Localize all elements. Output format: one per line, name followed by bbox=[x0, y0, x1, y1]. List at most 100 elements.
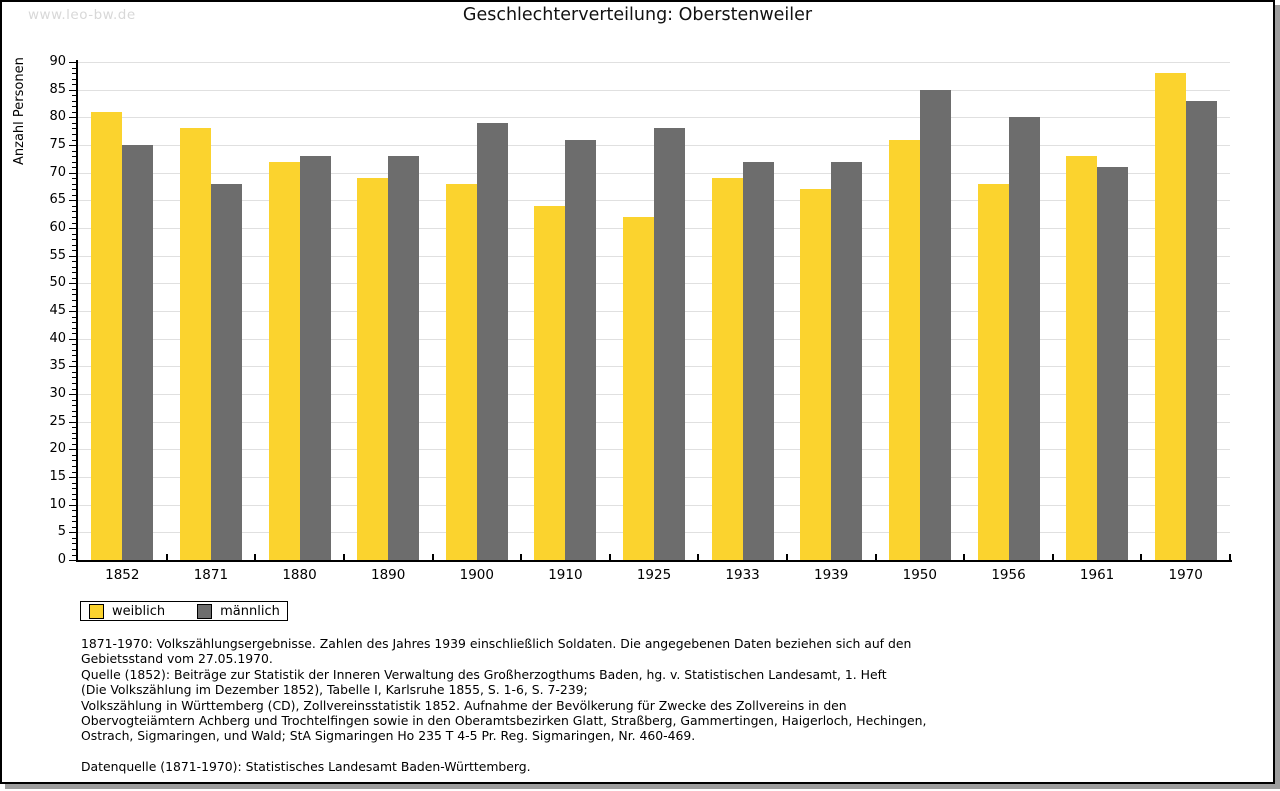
y-tick-label-5: 5 bbox=[57, 524, 66, 540]
footnote-line: Gebietsstand vom 27.05.1970. bbox=[81, 651, 273, 667]
y-tick-48 bbox=[72, 294, 78, 296]
x-boundary-tick-10 bbox=[963, 554, 966, 560]
bar-männlich-1961 bbox=[1097, 167, 1129, 560]
x-tick-label-1925: 1925 bbox=[636, 567, 672, 583]
y-tick-85 bbox=[69, 89, 78, 91]
y-tick-60 bbox=[69, 228, 78, 229]
y-tick-label-35: 35 bbox=[49, 358, 66, 374]
bar-männlich-1890 bbox=[388, 156, 420, 560]
y-tick-label-25: 25 bbox=[49, 413, 66, 429]
x-tick-label-1961: 1961 bbox=[1079, 567, 1115, 583]
y-tick-57 bbox=[72, 244, 78, 246]
bar-weiblich-1925 bbox=[623, 216, 654, 560]
y-tick-41 bbox=[72, 333, 78, 335]
bar-männlich-1871 bbox=[210, 183, 242, 560]
bar-weiblich-1890 bbox=[357, 178, 389, 560]
y-tick-6 bbox=[72, 526, 78, 528]
bar-weiblich-1939 bbox=[800, 189, 832, 560]
legend: weiblich männlich bbox=[80, 601, 288, 621]
y-tick-30 bbox=[69, 394, 78, 395]
y-tick-71 bbox=[72, 167, 78, 169]
y-tick-72 bbox=[72, 161, 78, 163]
y-tick-12 bbox=[72, 493, 78, 495]
y-tick-1 bbox=[72, 554, 78, 556]
footnotes: 1871-1970: Volkszählungsergebnisse. Zahl… bbox=[81, 636, 926, 774]
y-tick-label-15: 15 bbox=[49, 469, 66, 484]
x-tick-label-1852: 1852 bbox=[105, 567, 140, 583]
bar-weiblich-1933 bbox=[711, 178, 743, 560]
y-tick-label-55: 55 bbox=[49, 247, 66, 263]
y-tick-62 bbox=[72, 216, 78, 218]
y-tick-37 bbox=[72, 355, 78, 357]
y-tick-78 bbox=[72, 128, 78, 130]
y-tick-45 bbox=[69, 311, 78, 312]
bar-männlich-1956 bbox=[1008, 117, 1040, 560]
footnote-datasource: Datenquelle (1871-1970): Statistisches L… bbox=[81, 758, 531, 774]
bar-weiblich-1871 bbox=[179, 128, 211, 560]
y-tick-13 bbox=[72, 488, 78, 490]
y-tick-55 bbox=[69, 255, 78, 257]
y-tick-51 bbox=[72, 277, 78, 279]
y-tick-56 bbox=[72, 250, 78, 252]
y-tick-32 bbox=[72, 382, 78, 384]
bar-weiblich-1950 bbox=[888, 139, 920, 560]
y-tick-33 bbox=[72, 377, 78, 379]
y-tick-79 bbox=[72, 122, 78, 124]
bar-männlich-1950 bbox=[919, 89, 951, 560]
y-tick-84 bbox=[72, 95, 78, 97]
y-tick-90 bbox=[69, 62, 78, 63]
gridline-85 bbox=[78, 89, 1230, 91]
bar-weiblich-1970 bbox=[1154, 73, 1186, 560]
bar-weiblich-1910 bbox=[534, 205, 566, 560]
x-tick-label-1956: 1956 bbox=[991, 567, 1026, 583]
y-tick-4 bbox=[72, 537, 78, 539]
x-tick-label-1939: 1939 bbox=[814, 567, 849, 583]
y-tick-3 bbox=[72, 543, 78, 545]
x-boundary-tick-13 bbox=[1229, 554, 1231, 560]
y-tick-15 bbox=[69, 477, 78, 478]
x-tick-label-1970: 1970 bbox=[1168, 567, 1203, 583]
y-tick-14 bbox=[72, 482, 78, 484]
y-tick-31 bbox=[72, 388, 78, 390]
y-tick-67 bbox=[72, 189, 78, 191]
y-tick-17 bbox=[72, 465, 78, 467]
y-tick-38 bbox=[72, 349, 78, 351]
y-tick-16 bbox=[72, 471, 78, 473]
y-tick-42 bbox=[72, 327, 78, 329]
y-tick-label-0: 0 bbox=[57, 552, 66, 567]
gridline-90 bbox=[78, 62, 1230, 63]
y-tick-89 bbox=[72, 67, 78, 69]
y-tick-9 bbox=[72, 510, 78, 512]
y-tick-label-65: 65 bbox=[49, 192, 66, 208]
y-tick-25 bbox=[69, 421, 78, 423]
x-boundary-tick-11 bbox=[1051, 554, 1054, 560]
y-tick-label-20: 20 bbox=[49, 441, 66, 457]
footnote-line: Quelle (1852): Beiträge zur Statistik de… bbox=[81, 666, 887, 682]
y-tick-8 bbox=[72, 515, 78, 517]
y-tick-86 bbox=[72, 84, 78, 86]
x-tick-label-1950: 1950 bbox=[902, 567, 937, 583]
y-tick-26 bbox=[72, 416, 78, 418]
y-tick-19 bbox=[72, 454, 78, 456]
y-tick-34 bbox=[72, 371, 78, 373]
y-tick-50 bbox=[69, 283, 78, 285]
x-tick-label-1880: 1880 bbox=[282, 567, 317, 583]
x-tick-label-1910: 1910 bbox=[548, 567, 583, 583]
footnote-line: Obervogteiämtern Achberg und Trochtelfin… bbox=[81, 713, 927, 729]
x-tick-label-1871: 1871 bbox=[193, 567, 229, 583]
y-tick-36 bbox=[72, 360, 78, 362]
y-tick-label-50: 50 bbox=[49, 275, 66, 291]
y-tick-61 bbox=[72, 222, 78, 224]
gridline-80 bbox=[78, 117, 1230, 119]
y-tick-82 bbox=[72, 106, 78, 108]
bar-weiblich-1880 bbox=[268, 161, 300, 560]
y-tick-24 bbox=[72, 427, 78, 429]
y-tick-29 bbox=[72, 399, 78, 401]
y-tick-59 bbox=[72, 233, 78, 235]
y-tick-76 bbox=[72, 139, 78, 141]
watermark: www.leo-bw.de bbox=[28, 7, 136, 23]
x-boundary-tick-4 bbox=[431, 554, 434, 560]
y-tick-20 bbox=[69, 449, 78, 451]
legend-label-weiblich: weiblich bbox=[112, 603, 166, 619]
legend-swatch-weiblich bbox=[89, 603, 104, 619]
